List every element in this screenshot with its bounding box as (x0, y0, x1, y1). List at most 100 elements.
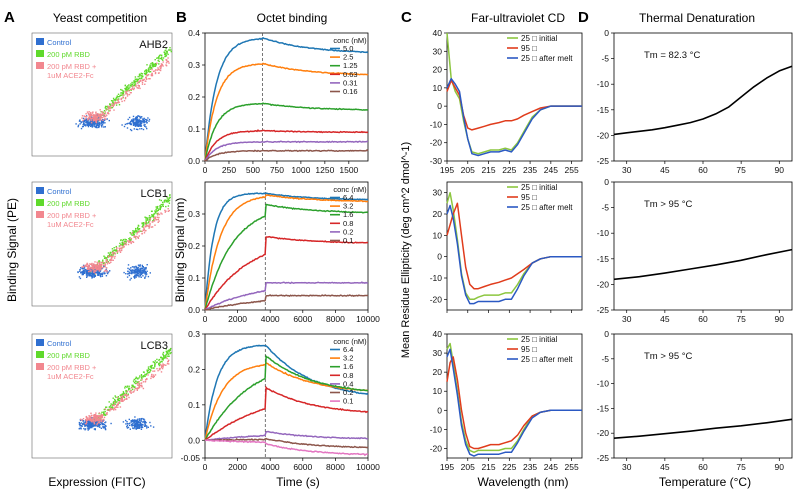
x-tick-label: 1500 (339, 165, 358, 175)
rbd-point (134, 378, 137, 380)
control-point (81, 273, 83, 276)
series-line-6.4 (204, 192, 369, 310)
rbd-point (168, 197, 171, 199)
control-point (82, 423, 84, 425)
rbd-point (168, 202, 171, 204)
rbd-point (131, 84, 133, 86)
legend-label-2: 25 □ after melt (521, 54, 573, 63)
ace-point (114, 406, 116, 408)
rbd-point (158, 63, 160, 65)
rbd-point (163, 355, 165, 357)
rbd-point (147, 369, 149, 372)
control-point (103, 426, 106, 428)
ace-point (166, 60, 168, 62)
ace-point (96, 419, 98, 421)
rbd-point (146, 71, 148, 74)
y-tick-label: -5 (601, 54, 609, 64)
y-tick-label: -5 (601, 203, 609, 213)
ace-point (105, 260, 108, 262)
ace-point (139, 87, 141, 90)
rbd-point (164, 55, 167, 57)
series-line-95 (446, 202, 582, 290)
y-tick-label: 0.2 (188, 364, 200, 374)
ace-point (135, 387, 137, 389)
rbd-point (168, 349, 170, 351)
rbd-point (150, 367, 153, 369)
ace-point (154, 374, 157, 376)
ace-point (95, 419, 97, 422)
rbd-point (125, 392, 128, 395)
rbd-point (137, 224, 140, 227)
rbd-point (159, 205, 161, 207)
rbd-point (100, 265, 102, 267)
control-point (140, 419, 142, 421)
control-point (82, 420, 84, 422)
control-point (94, 271, 96, 273)
ace-point (86, 268, 89, 270)
ace-point (136, 233, 138, 235)
ace-point (87, 112, 89, 115)
control-point (138, 420, 140, 422)
rbd-point (100, 413, 102, 415)
ace-point (88, 415, 90, 417)
control-point (82, 272, 85, 274)
rbd-point (154, 59, 156, 61)
ace-point (126, 394, 128, 396)
control-point (143, 119, 145, 121)
ace-point (104, 263, 106, 266)
ace-point (138, 235, 140, 237)
ace-point (88, 116, 90, 118)
ace-point (91, 268, 93, 270)
ace-point (82, 418, 85, 420)
control-point (133, 128, 135, 130)
x-tick-label: 215 (481, 165, 495, 175)
control-point (134, 416, 136, 418)
control-point (144, 123, 146, 126)
ace-point (159, 66, 162, 68)
control-point (138, 123, 140, 125)
rbd-point (143, 222, 145, 224)
y-tick-label: -15 (597, 254, 610, 264)
rbd-point (148, 67, 150, 69)
ace-point (92, 117, 94, 119)
series-line-CD-signal (613, 65, 793, 136)
ace-point (136, 236, 138, 238)
control-point (101, 126, 103, 128)
ace-point (157, 370, 159, 372)
rbd-point (128, 388, 130, 391)
control-point (139, 124, 141, 126)
legend-title: conc (nM) (333, 185, 367, 194)
y-tick-label: 0.1 (188, 124, 200, 134)
control-point (135, 276, 137, 278)
rbd-point (141, 377, 143, 380)
ace-point (88, 117, 90, 119)
rbd-point (140, 374, 143, 376)
rbd-point (117, 399, 120, 401)
rbd-point (133, 234, 135, 236)
control-point (85, 115, 88, 117)
x-tick-label: 1000 (291, 165, 310, 175)
rbd-point (161, 58, 163, 61)
ace-point (97, 417, 99, 419)
rbd-point (132, 230, 134, 232)
control-point (146, 427, 148, 429)
control-point (143, 271, 146, 273)
rbd-point (167, 198, 170, 201)
rbd-point (133, 231, 136, 233)
rbd-point (166, 51, 168, 53)
ace-point (100, 415, 103, 417)
rbd-point (140, 230, 142, 232)
control-point (130, 269, 132, 272)
ace-point (108, 262, 111, 264)
ace-point (123, 100, 126, 102)
rbd-point (151, 62, 153, 64)
control-point (126, 421, 128, 423)
y-tick-label: 20 (433, 65, 443, 75)
rbd-point (142, 75, 144, 77)
y-tick-label: 10 (433, 386, 443, 396)
rbd-point (125, 239, 127, 241)
chart-b1: 0.00.10.20.30.40 250 500 750 1000 1250 1500con… (188, 28, 369, 175)
ace-point (153, 220, 156, 222)
control-point (83, 266, 86, 268)
ace-point (167, 60, 170, 63)
